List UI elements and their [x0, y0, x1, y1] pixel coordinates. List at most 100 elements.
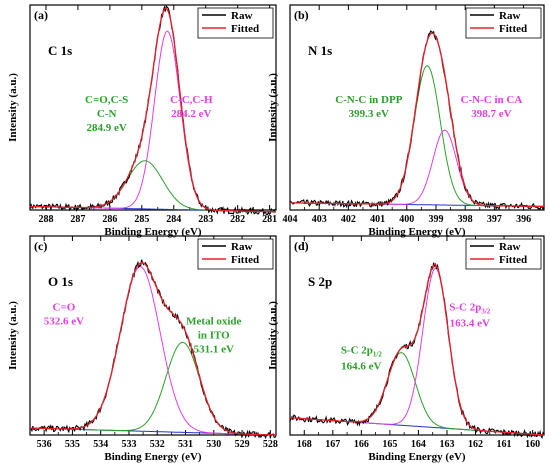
x-tick-label: 285: [134, 214, 149, 225]
x-tick-label: 528: [263, 439, 278, 450]
peak-annotation: Metal oxide: [186, 315, 241, 327]
x-tick-label: 401: [370, 214, 385, 225]
component-peak: [30, 266, 276, 436]
legend-entry: Fitted: [499, 254, 527, 266]
x-tick-label: 160: [525, 439, 540, 450]
fitted-series: [289, 263, 545, 436]
legend-entry: Raw: [499, 241, 520, 253]
legend-entry: Raw: [231, 241, 252, 253]
fitted-series: [29, 7, 276, 213]
element-label: N 1s: [308, 43, 332, 58]
peak-annotation: C-N-C in CA: [461, 94, 523, 106]
panel-label: (c): [34, 239, 47, 253]
y-axis-label: Intensity (a.u.): [7, 73, 19, 142]
peak-annotation: in ITO: [198, 329, 230, 341]
x-tick-label: 536: [37, 439, 52, 450]
legend-entry: Raw: [499, 10, 520, 22]
x-tick-label: 282: [230, 214, 245, 225]
x-tick-label: 283: [198, 214, 213, 225]
element-label: S 2p: [308, 274, 332, 289]
panel-label: (d): [294, 239, 309, 253]
component-peak: [290, 65, 544, 207]
fitted-series: [30, 262, 276, 436]
peak-annotation-energy: 164.6 eV: [341, 361, 381, 373]
peak-annotation-energy: 163.4 eV: [450, 317, 490, 329]
peak-annotation: 399.3 eV: [349, 108, 389, 120]
x-tick-label: 162: [468, 439, 483, 450]
x-tick-label: 535: [65, 439, 80, 450]
x-axis-label: Binding Energy (eV): [104, 226, 202, 238]
component-peak: [289, 267, 545, 436]
x-axis-label: Binding Energy (eV): [368, 226, 466, 238]
panel-b: 404 403 402 401 400 399 398 397 396 Binding Energ…: [267, 4, 545, 238]
peak-annotation: C-N: [97, 108, 117, 120]
x-tick-label: 286: [102, 214, 117, 225]
peak-annotation: C=O: [53, 301, 76, 313]
panel-d: 168 167 166 165 164 163 162 161 160 Binding Energ…: [267, 235, 545, 463]
legend-entry: Raw: [231, 10, 252, 22]
x-tick-label: 529: [235, 439, 250, 450]
x-tick-label: 403: [312, 214, 327, 225]
legend-entry: Fitted: [231, 23, 259, 35]
legend-entry: Fitted: [231, 254, 259, 266]
plot-frame: [29, 235, 277, 436]
x-tick-label: 168: [297, 439, 312, 450]
component-peak: [29, 160, 276, 213]
y-axis-label: Intensity (a.u.): [7, 301, 19, 370]
plot-frame: [29, 4, 277, 211]
panel-a: 288 287 286 285 284 283 282 281 Binding Energy (…: [7, 4, 277, 238]
x-tick-label: 287: [70, 214, 85, 225]
x-tick-label: 281: [262, 214, 277, 225]
peak-annotation: 532.6 eV: [44, 315, 84, 327]
element-label: C 1s: [48, 43, 72, 58]
peak-annotation: S-C 2p1/2: [341, 345, 383, 359]
x-tick-label: 404: [283, 214, 298, 225]
peak-annotation: C-N-C in DPP: [335, 94, 402, 106]
plot-frame: [289, 4, 545, 211]
legend-box: [197, 7, 274, 39]
legend-box: [465, 238, 542, 270]
peak-annotation: 398.7 eV: [471, 108, 511, 120]
x-tick-label: 531: [178, 439, 193, 450]
x-tick-label: 163: [439, 439, 454, 450]
peak-annotation: 284.9 eV: [87, 122, 127, 134]
legend-entry: Fitted: [499, 23, 527, 35]
x-tick-label: 166: [354, 439, 369, 450]
x-tick-label: 397: [487, 214, 502, 225]
element-label: O 1s: [48, 274, 73, 289]
x-tick-label: 288: [38, 214, 53, 225]
peak-annotation: 284.2 eV: [171, 108, 211, 120]
component-peak: [30, 341, 276, 436]
x-tick-label: 165: [382, 439, 397, 450]
peak-annotation: 531.1 eV: [194, 343, 234, 355]
panel-label: (a): [34, 8, 48, 22]
panel-c: 536 535 534 533 532 531 530 529 528 Binding Energ…: [7, 235, 278, 463]
x-tick-label: 167: [325, 439, 340, 450]
peak-annotation: S-C 2p3/2: [449, 301, 491, 315]
y-axis-label: Intensity (a.u.): [267, 301, 279, 370]
fitted-series: [290, 32, 544, 208]
x-tick-label: 532: [150, 439, 165, 450]
component-peak: [290, 129, 544, 207]
x-tick-label: 399: [428, 214, 443, 225]
legend-box: [465, 7, 542, 39]
plot-frame: [289, 235, 545, 436]
x-tick-label: 402: [341, 214, 356, 225]
panel-label: (b): [294, 8, 309, 22]
component-peak: [289, 352, 545, 436]
x-tick-label: 161: [497, 439, 512, 450]
x-tick-label: 534: [93, 439, 108, 450]
x-tick-label: 396: [516, 214, 531, 225]
x-axis-label: Binding Energy (eV): [104, 451, 202, 463]
y-axis-label: Intensity (a.u.): [267, 73, 279, 142]
x-tick-label: 284: [166, 214, 181, 225]
component-peak: [29, 30, 276, 213]
peak-annotation: C-C,C-H: [170, 94, 213, 106]
legend-box: [197, 238, 274, 270]
peak-annotation: C=O,C-S: [85, 94, 128, 106]
x-axis-label: Binding Energy (eV): [368, 451, 466, 463]
x-tick-label: 164: [411, 439, 426, 450]
x-tick-label: 400: [399, 214, 414, 225]
x-tick-label: 530: [206, 439, 221, 450]
